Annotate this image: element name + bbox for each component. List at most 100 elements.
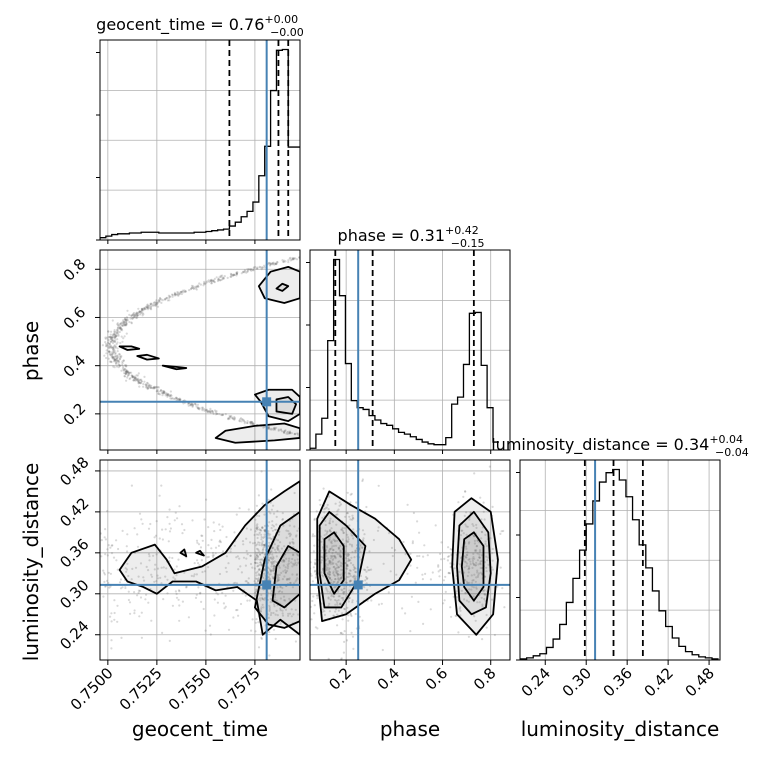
sample-point	[251, 618, 254, 621]
xlabel-geocent-time: geocent_time	[132, 717, 268, 741]
sample-point	[119, 326, 122, 329]
sample-point	[449, 548, 452, 551]
sample-point	[320, 555, 323, 558]
sample-point	[335, 572, 339, 575]
sample-point	[119, 323, 122, 326]
sample-point	[292, 554, 295, 557]
sample-point	[352, 528, 355, 531]
sample-point	[270, 589, 273, 593]
sample-point	[221, 413, 225, 416]
sample-point	[208, 410, 211, 414]
sample-point	[443, 557, 446, 561]
contour-2	[271, 545, 300, 609]
sample-point	[180, 290, 183, 294]
sample-point	[239, 602, 243, 606]
sample-point	[272, 525, 275, 528]
sample-point	[163, 390, 166, 393]
sample-point	[112, 356, 115, 359]
sample-point	[209, 407, 212, 410]
sample-point	[254, 561, 257, 564]
sample-point	[270, 488, 273, 491]
sample-point	[276, 261, 279, 264]
sample-point	[473, 573, 476, 576]
sample-point	[334, 567, 337, 571]
sample-point	[347, 553, 350, 556]
sample-point	[279, 597, 282, 600]
sample-point	[238, 507, 241, 510]
sample-point	[111, 337, 114, 340]
sample-point	[116, 322, 119, 325]
sample-point	[144, 386, 147, 389]
sample-point	[263, 597, 267, 600]
sample-point	[276, 577, 279, 581]
sample-point	[106, 336, 109, 339]
sample-point	[147, 386, 150, 389]
sample-point	[480, 530, 483, 533]
sample-point	[370, 568, 373, 571]
sample-point	[239, 418, 242, 421]
sample-point	[282, 260, 285, 264]
sample-point	[161, 528, 164, 531]
sample-point	[184, 290, 187, 293]
sample-point	[282, 595, 286, 598]
sample-point	[256, 528, 259, 531]
sample-point	[238, 419, 241, 422]
sample-point	[177, 589, 181, 592]
sample-point	[124, 317, 127, 320]
sample-point	[387, 591, 390, 594]
sample-point	[272, 547, 275, 550]
sample-point	[339, 577, 342, 580]
sample-point	[134, 566, 138, 569]
sample-point	[331, 562, 334, 566]
sample-point	[229, 547, 232, 550]
sample-point	[287, 261, 290, 264]
sample-point	[418, 554, 421, 558]
sample-point	[339, 544, 342, 548]
sample-point	[145, 565, 148, 569]
sample-point	[103, 580, 106, 584]
sample-point	[324, 558, 328, 561]
sample-point	[213, 277, 216, 280]
sample-point	[120, 335, 123, 338]
sample-point	[191, 286, 194, 289]
sample-point	[191, 403, 194, 406]
sample-point	[274, 528, 278, 531]
sample-point	[115, 365, 119, 368]
sample-point	[336, 573, 339, 576]
sample-point	[110, 355, 113, 359]
sample-point	[334, 502, 337, 505]
sample-point	[324, 519, 327, 523]
sample-point	[334, 610, 337, 613]
sample-point	[263, 529, 267, 532]
sample-point	[250, 420, 253, 423]
sample-point	[416, 520, 419, 523]
sample-point	[329, 530, 332, 533]
sample-point	[336, 581, 339, 584]
sample-point	[478, 556, 481, 559]
sample-point	[111, 336, 115, 339]
sample-point	[113, 344, 116, 347]
sample-point	[186, 402, 189, 405]
sample-point	[157, 392, 160, 395]
sample-point	[204, 629, 207, 632]
sample-point	[263, 545, 266, 548]
sample-point	[488, 465, 491, 468]
sample-point	[156, 390, 159, 393]
sample-point	[476, 601, 479, 604]
sample-point	[161, 391, 164, 394]
sample-point	[255, 514, 258, 517]
sample-point	[232, 589, 235, 592]
sample-point	[133, 375, 136, 378]
sample-point	[337, 590, 340, 593]
sample-point	[484, 575, 487, 578]
sample-point	[210, 547, 213, 550]
sample-point	[313, 535, 316, 538]
sample-point	[129, 612, 132, 615]
sample-point	[233, 416, 236, 419]
sample-point	[288, 524, 291, 527]
sample-point	[110, 620, 113, 623]
sample-point	[113, 345, 116, 348]
sample-point	[114, 359, 117, 362]
sample-point	[112, 346, 115, 349]
sample-point	[203, 409, 206, 412]
